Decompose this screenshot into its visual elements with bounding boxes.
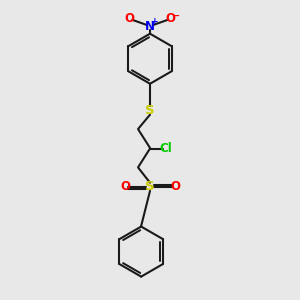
Text: O: O: [166, 13, 176, 26]
Text: O: O: [170, 180, 180, 193]
Text: +: +: [151, 17, 158, 26]
Text: O: O: [120, 180, 130, 193]
Text: Cl: Cl: [160, 142, 172, 155]
Text: S: S: [145, 104, 155, 117]
Text: N: N: [145, 20, 155, 33]
Text: S: S: [145, 180, 155, 193]
Text: −: −: [172, 11, 181, 20]
Text: O: O: [124, 13, 134, 26]
